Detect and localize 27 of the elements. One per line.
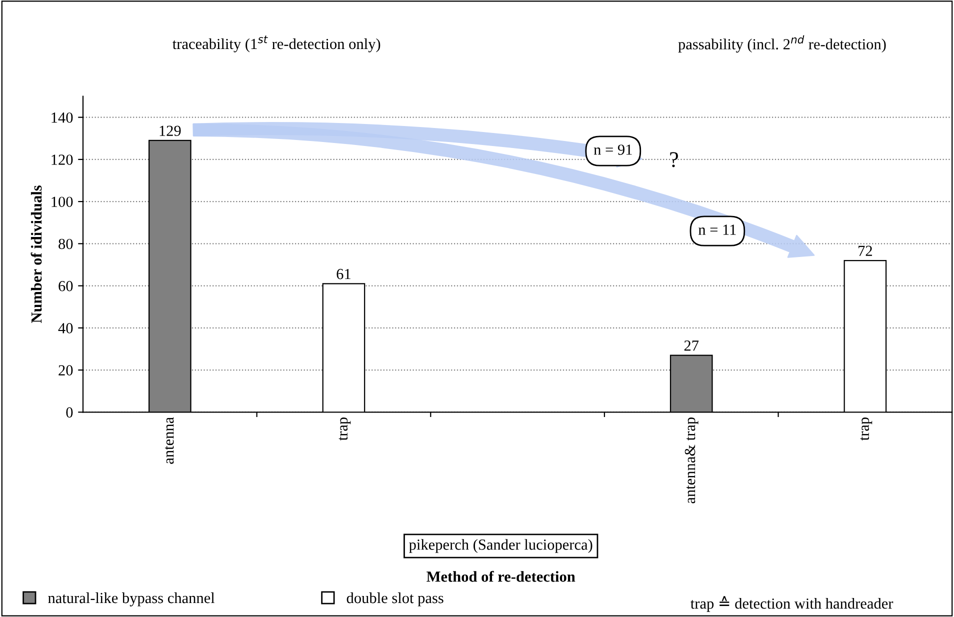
y-tick-label: 20	[58, 365, 73, 376]
text: traceability (1$^{st}$ re-detection only)	[172, 36, 380, 52]
x-tick-label: trap	[338, 417, 351, 440]
text: pikeperch (Sander lucioperca)	[409, 539, 592, 553]
x-axis-title: Method of re-detection	[426, 570, 576, 582]
data-label: 27	[684, 340, 699, 351]
data-label: 129	[160, 126, 181, 136]
legend-label: double slot pass	[346, 592, 444, 606]
y-tick-label: 0	[66, 407, 73, 418]
data-label: 72	[858, 246, 872, 256]
y-tick-label: 40	[58, 323, 73, 334]
annotation: ?	[670, 152, 678, 168]
text: passability (incl. 2$^{nd}$ re-detection)	[678, 35, 886, 53]
annotation: n = 91	[594, 144, 632, 155]
y-tick-label: 80	[58, 238, 73, 250]
text: trap ≙ detection with handreader	[690, 596, 894, 612]
y-tick-label: 120	[52, 154, 73, 165]
annotation: n = 11	[698, 224, 736, 235]
x-tick-label: antenna	[164, 417, 174, 464]
x-tick-label: trap	[860, 417, 872, 440]
y-tick-label: 100	[52, 196, 73, 208]
x-tick-label: antenna& trap	[684, 417, 698, 504]
y-tick-label: 60	[58, 280, 73, 292]
data-label: 61	[336, 268, 350, 280]
y-tick-label: 140	[52, 112, 73, 123]
legend-label: natural-like bypass channel	[48, 592, 215, 606]
y-axis-title: Number of idividuals	[30, 186, 42, 323]
